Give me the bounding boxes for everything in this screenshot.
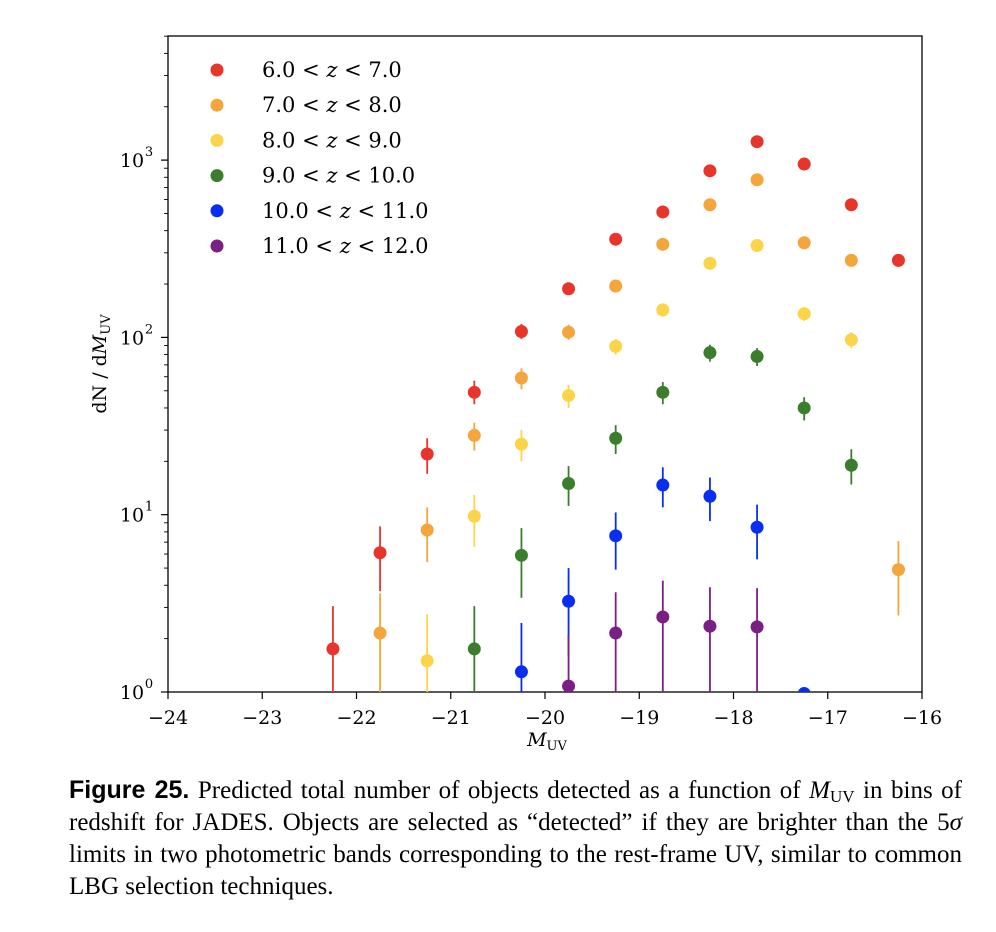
legend-label: 10.0 < z < 11.0 [262,199,429,223]
legend-label: 6.0 < z < 7.0 [262,58,402,82]
caption-text-1: Predicted total number of objects detect… [189,777,810,804]
data-point [467,385,481,399]
caption-label: Figure 25. [69,776,190,804]
data-point [373,546,387,560]
data-point [844,253,858,267]
data-point [514,324,528,338]
data-point [891,563,905,577]
legend-marker [210,204,224,218]
y-axis-label: dN / dMUV [89,314,114,414]
data-point [514,665,528,679]
data-point [609,626,623,640]
y-tick-exponent: 1 [145,500,153,515]
y-tick-label: 10 [120,327,144,349]
x-tick-label: −24 [148,707,188,729]
x-tick-label: −17 [808,707,848,729]
data-point [797,401,811,415]
data-point [609,232,623,246]
x-tick-label: −23 [242,707,282,729]
figure: −24 −23 −22 −21 −20 −19 −18 −17 −16 10 0 10 1 10 2 10 3 M… [89,35,942,754]
y-tick-label: 10 [120,682,144,704]
caption-math-sigma: σ [949,809,962,836]
caption-text-2: in bins of redshift for JADES. Objects a… [69,777,963,836]
y-tick-exponent: 0 [145,677,153,692]
data-point [609,279,623,293]
data-point [514,437,528,451]
data-point [326,642,340,656]
data-point [656,205,670,219]
figure-caption: Figure 25. Predicted total number of obj… [69,774,962,903]
x-tick-label: −18 [713,707,753,729]
legend-label: 11.0 < z < 12.0 [262,234,429,258]
data-point [562,476,576,490]
legend-marker [210,239,224,253]
data-point [656,478,670,492]
data-point [750,520,764,534]
x-tick-label: −16 [902,707,942,729]
data-point [514,371,528,385]
data-point [844,198,858,212]
data-point [703,489,717,503]
data-point [609,529,623,543]
data-point [797,307,811,321]
caption-math-sub: UV [829,787,855,806]
y-tick-label: 10 [120,505,144,527]
data-point [797,157,811,171]
data-point [609,431,623,445]
data-point [703,619,717,633]
data-point [373,626,387,640]
data-point [797,236,811,250]
x-tick-label: −20 [525,707,565,729]
y-tick-exponent: 2 [145,322,153,337]
data-point [844,458,858,472]
data-point [656,303,670,317]
data-point [562,594,576,608]
data-point [750,238,764,252]
legend-label: 8.0 < z < 9.0 [262,128,402,152]
data-point [514,548,528,562]
data-point [750,350,764,364]
caption-math-m: M [809,777,830,804]
data-point [891,253,905,267]
legend-label: 7.0 < z < 8.0 [262,93,402,117]
data-point [703,198,717,212]
x-tick-label: −22 [336,707,376,729]
y-tick-label: 10 [120,150,144,172]
legend-marker [210,63,224,77]
data-point [656,610,670,624]
data-point [703,346,717,360]
data-point [562,282,576,296]
data-point [703,256,717,270]
data-point [562,389,576,403]
data-point [750,173,764,187]
data-point [609,339,623,353]
data-point [656,385,670,399]
x-axis-label: MUV [526,729,567,754]
data-point [467,642,481,656]
data-point [750,620,764,634]
data-point [844,333,858,347]
caption-text-3: limits in two photometric bands correspo… [69,841,962,900]
data-point [467,428,481,442]
legend-label: 9.0 < z < 10.0 [262,164,415,188]
data-point [420,447,434,461]
data-point [562,325,576,339]
x-tick-label: −19 [619,707,659,729]
data-point [467,509,481,523]
y-tick-exponent: 3 [145,145,153,160]
data-point [656,237,670,251]
data-point [562,679,576,692]
data-point [703,164,717,178]
legend-marker [210,169,224,183]
legend-marker [210,133,224,147]
data-point [420,654,434,668]
x-tick-label: −21 [431,707,471,729]
data-point [750,135,764,149]
data-point [797,687,811,692]
legend-marker [210,98,224,112]
data-point [420,523,434,537]
